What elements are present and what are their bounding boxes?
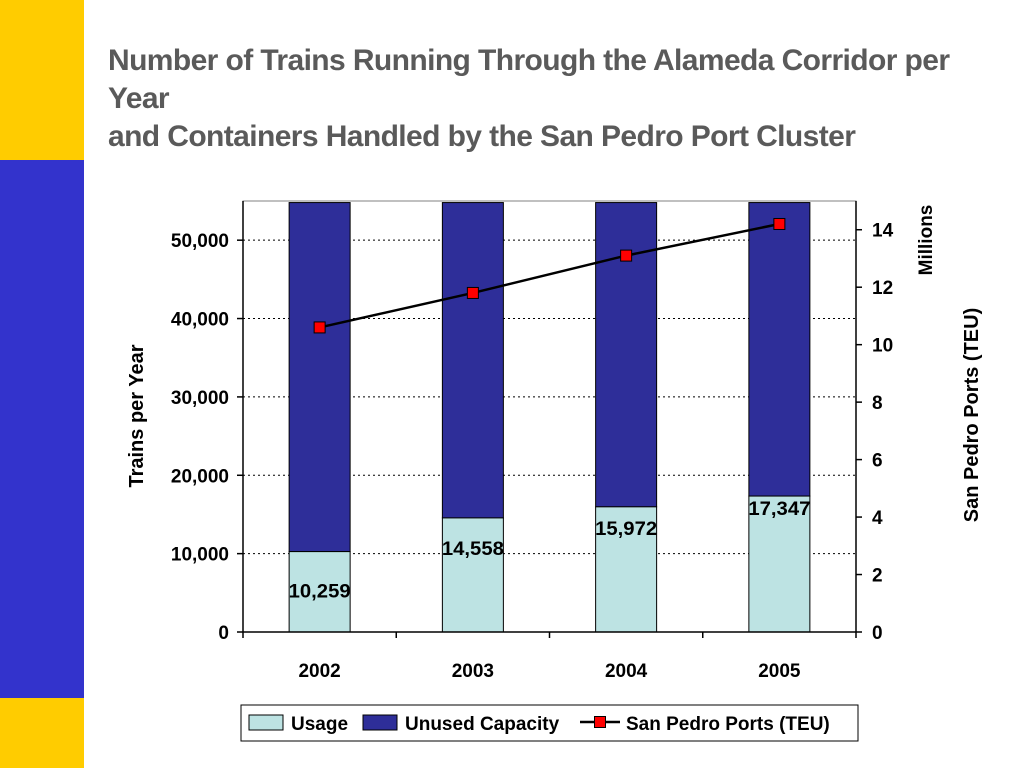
- y-tick-label-1: 10,000: [171, 545, 229, 566]
- bar-unused-2003: [441, 202, 504, 519]
- legend: [240, 704, 859, 742]
- y-tick-label-2: 20,000: [171, 466, 229, 487]
- bar-usage-2002: [288, 551, 351, 633]
- x-tick-label-2004: 2004: [605, 661, 648, 682]
- y-tick-label-3: 30,000: [171, 388, 229, 409]
- data-label-2002: 10,259: [289, 582, 351, 603]
- bar-usage-2003: [441, 517, 504, 633]
- legend-swatch-unused: [362, 714, 398, 731]
- y2-axis-unit: Millions: [916, 205, 937, 276]
- y-tick-label-5: 50,000: [171, 231, 229, 252]
- bar-unused-2004: [595, 202, 658, 508]
- y2-tick-label-2: 4: [872, 508, 883, 529]
- data-label-2005: 17,347: [748, 499, 810, 520]
- x-tick-label-2002: 2002: [298, 661, 340, 682]
- y2-tick-label-7: 14: [872, 221, 894, 242]
- bar-unused-2005: [748, 202, 811, 497]
- y-tick-label-4: 40,000: [171, 310, 229, 331]
- y2-axis-title: San Pedro Ports (TEU): [961, 308, 983, 522]
- legend-label-unused: Unused Capacity: [405, 714, 560, 735]
- legend-label-usage: Usage: [291, 714, 348, 735]
- slide-sidebar: [0, 0, 84, 768]
- y2-tick-label-4: 8: [872, 393, 883, 414]
- teu-point-2005: [773, 217, 786, 230]
- legend-swatch-usage: [248, 714, 284, 731]
- slide-title-line-1: Number of Trains Running Through the Ala…: [108, 44, 950, 115]
- teu-point-2004: [620, 249, 633, 262]
- teu-point-2002: [313, 321, 326, 334]
- y2-tick-label-1: 2: [872, 566, 883, 587]
- bar-usage-2005: [748, 495, 811, 633]
- y2-tick-label-0: 0: [872, 623, 883, 644]
- x-tick-label-2005: 2005: [758, 661, 801, 682]
- y2-tick-label-5: 10: [872, 336, 893, 357]
- data-label-2003: 14,558: [442, 539, 504, 560]
- y-tick-label-0: 0: [218, 623, 229, 644]
- teu-point-2003: [466, 286, 479, 299]
- sidebar-yellow-top: [0, 0, 84, 160]
- legend-swatch-teu-marker: [594, 716, 606, 728]
- teu-line: [319, 222, 780, 329]
- bar-usage-2004: [595, 506, 658, 633]
- data-label-2004: 15,972: [595, 519, 657, 540]
- sidebar-blue-middle: [0, 160, 84, 698]
- legend-label-teu: San Pedro Ports (TEU): [626, 714, 830, 735]
- y-axis-title: Trains per Year: [126, 344, 148, 487]
- y2-tick-label-3: 6: [872, 451, 883, 472]
- y2-tick-label-6: 12: [872, 278, 893, 299]
- sidebar-yellow-bottom: [0, 698, 84, 768]
- bar-unused-2002: [288, 202, 351, 553]
- x-tick-label-2003: 2003: [452, 661, 494, 682]
- slide-title: Number of Trains Running Through the Ala…: [108, 42, 1008, 156]
- slide-title-line-2: and Containers Handled by the San Pedro …: [108, 120, 856, 153]
